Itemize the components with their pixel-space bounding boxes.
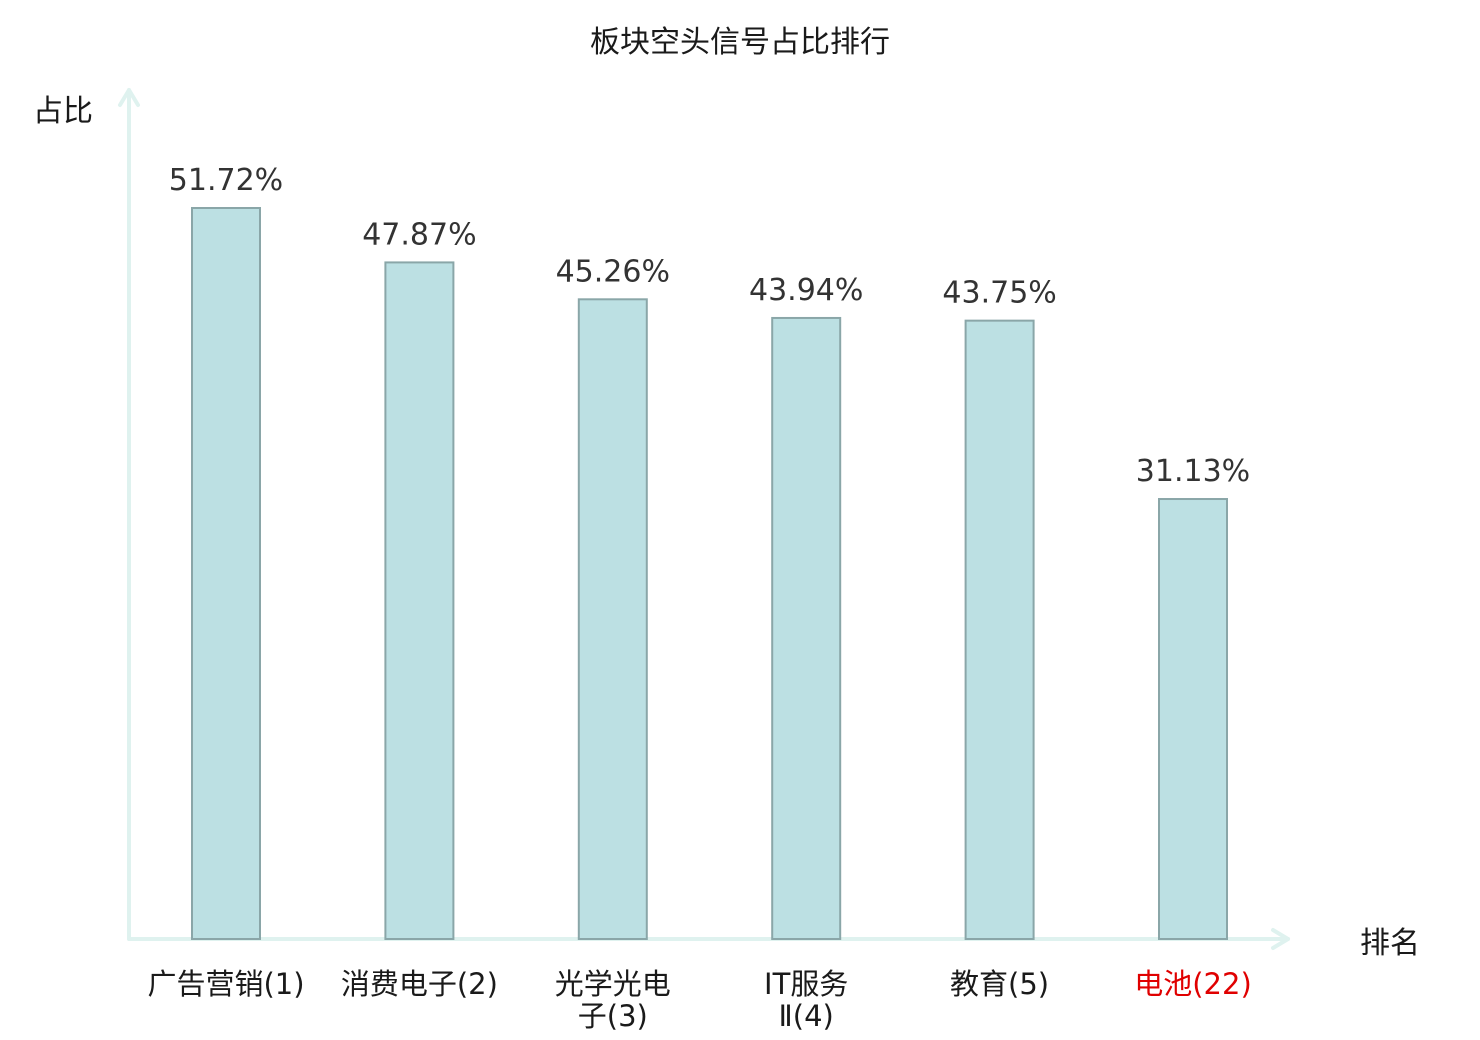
- bar: [384, 261, 455, 941]
- x-axis-label: 排名: [1360, 926, 1420, 961]
- value-label: 51.72%: [169, 163, 283, 198]
- x-tick-labels: 广告营销(1) 消费电子(2) 光学光电子(3) IT服务 Ⅱ(4) 教育(5) 电池(22…: [147, 967, 1251, 1033]
- x-tick-label: 教育(5): [950, 967, 1049, 1001]
- x-tick-label: IT服务 Ⅱ(4): [764, 967, 848, 1033]
- value-label: 31.13%: [1136, 454, 1250, 489]
- x-tick-label: 电池(22): [1134, 967, 1252, 1001]
- axes: [118, 88, 1290, 950]
- x-axis-arrow: [1271, 928, 1290, 950]
- value-label: 43.75%: [942, 276, 1056, 311]
- value-label: 43.94%: [749, 273, 863, 308]
- chart-title: 板块空头信号占比排行: [590, 25, 890, 60]
- value-label: 47.87%: [362, 217, 476, 252]
- bar: [1158, 498, 1228, 940]
- bars: [191, 207, 1228, 941]
- y-axis-label: 占比: [33, 94, 93, 129]
- value-label: 45.26%: [556, 254, 670, 289]
- x-tick-label: 消费电子(2): [341, 967, 498, 1001]
- bar: [964, 319, 1035, 940]
- bar: [771, 316, 842, 940]
- x-tick-label: 广告营销(1): [147, 967, 304, 1001]
- x-tick-label: 光学光电子(3): [555, 967, 671, 1033]
- y-axis-arrow: [118, 88, 140, 107]
- bar: [577, 298, 648, 940]
- bar: [191, 207, 261, 940]
- value-labels: 51.72% 47.87% 45.26% 43.94% 43.75% 31.13%: [169, 163, 1250, 489]
